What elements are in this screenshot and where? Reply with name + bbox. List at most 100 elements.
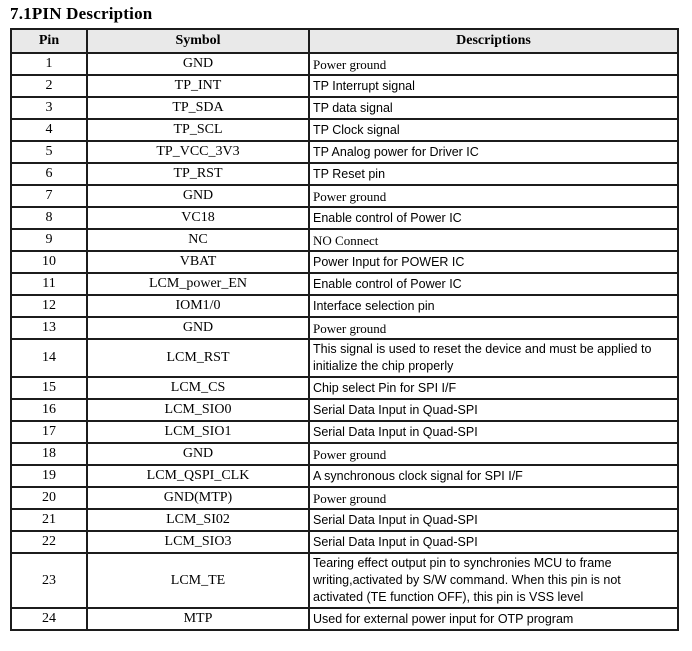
description-cell: Tearing effect output pin to synchronies…	[308, 552, 679, 609]
pin-cell: 22	[10, 530, 88, 554]
symbol-cell: GND(MTP)	[86, 486, 310, 510]
description-cell: Power Input for POWER IC	[308, 250, 679, 274]
description-cell: A synchronous clock signal for SPI I/F	[308, 464, 679, 488]
table-row: 9 NC NO Connect	[10, 228, 679, 252]
pin-cell: 9	[10, 228, 88, 252]
description-cell: Serial Data Input in Quad-SPI	[308, 420, 679, 444]
symbol-cell: LCM_power_EN	[86, 272, 310, 296]
symbol-cell: TP_RST	[86, 162, 310, 186]
symbol-cell: IOM1/0	[86, 294, 310, 318]
pin-cell: 8	[10, 206, 88, 230]
pin-table-body: 1 GND Power ground 2 TP_INT TP Interrupt sign…	[10, 52, 679, 631]
symbol-cell: TP_VCC_3V3	[86, 140, 310, 164]
table-row: 21 LCM_SI02 Serial Data Input in Quad-SPI	[10, 508, 679, 532]
symbol-cell: GND	[86, 52, 310, 76]
symbol-cell: LCM_QSPI_CLK	[86, 464, 310, 488]
table-row: 4 TP_SCL TP Clock signal	[10, 118, 679, 142]
symbol-cell: GND	[86, 316, 310, 340]
header-symbol: Symbol	[86, 28, 310, 54]
symbol-cell: TP_INT	[86, 74, 310, 98]
table-row: 6 TP_RST TP Reset pin	[10, 162, 679, 186]
pin-cell: 11	[10, 272, 88, 296]
symbol-cell: LCM_CS	[86, 376, 310, 400]
description-cell: This signal is used to reset the device …	[308, 338, 679, 378]
description-cell: Chip select Pin for SPI I/F	[308, 376, 679, 400]
symbol-cell: MTP	[86, 607, 310, 631]
table-row: 24 MTP Used for external power input for O…	[10, 607, 679, 631]
description-cell: Serial Data Input in Quad-SPI	[308, 398, 679, 422]
symbol-cell: LCM_SIO3	[86, 530, 310, 554]
table-row: 10 VBAT Power Input for POWER IC	[10, 250, 679, 274]
pin-cell: 20	[10, 486, 88, 510]
symbol-cell: LCM_TE	[86, 552, 310, 609]
description-cell: Serial Data Input in Quad-SPI	[308, 530, 679, 554]
pin-cell: 1	[10, 52, 88, 76]
description-cell: Interface selection pin	[308, 294, 679, 318]
pin-cell: 10	[10, 250, 88, 274]
description-cell: TP Reset pin	[308, 162, 679, 186]
symbol-cell: LCM_SIO0	[86, 398, 310, 422]
pin-cell: 13	[10, 316, 88, 340]
table-row: 23 LCM_TE Tearing effect output pin to syn…	[10, 552, 679, 609]
symbol-cell: LCM_RST	[86, 338, 310, 378]
symbol-cell: VBAT	[86, 250, 310, 274]
symbol-cell: LCM_SIO1	[86, 420, 310, 444]
symbol-cell: NC	[86, 228, 310, 252]
pin-cell: 23	[10, 552, 88, 609]
description-cell: Enable control of Power IC	[308, 206, 679, 230]
symbol-cell: TP_SCL	[86, 118, 310, 142]
symbol-cell: VC18	[86, 206, 310, 230]
pin-cell: 16	[10, 398, 88, 422]
pin-description-table: Pin Symbol Descriptions 1 GND Power ground…	[10, 28, 679, 631]
description-cell: NO Connect	[308, 228, 679, 252]
document-page: 7.1PIN Description Pin Symbol Descriptio…	[10, 4, 679, 631]
pin-cell: 19	[10, 464, 88, 488]
description-cell: TP Interrupt signal	[308, 74, 679, 98]
table-row: 15 LCM_CS Chip select Pin for SPI I/F	[10, 376, 679, 400]
pin-cell: 18	[10, 442, 88, 466]
table-row: 11 LCM_power_EN Enable control of Power IC	[10, 272, 679, 296]
description-cell: Power ground	[308, 316, 679, 340]
symbol-cell: GND	[86, 184, 310, 208]
table-row: 8 VC18 Enable control of Power IC	[10, 206, 679, 230]
symbol-cell: TP_SDA	[86, 96, 310, 120]
description-cell: TP data signal	[308, 96, 679, 120]
pin-cell: 12	[10, 294, 88, 318]
pin-cell: 3	[10, 96, 88, 120]
table-row: 14 LCM_RST This signal is used to reset th…	[10, 338, 679, 378]
description-cell: TP Analog power for Driver IC	[308, 140, 679, 164]
table-row: 12 IOM1/0 Interface selection pin	[10, 294, 679, 318]
table-row: 17 LCM_SIO1 Serial Data Input in Quad-SPI	[10, 420, 679, 444]
pin-cell: 6	[10, 162, 88, 186]
pin-cell: 17	[10, 420, 88, 444]
pin-cell: 2	[10, 74, 88, 98]
table-row: 3 TP_SDA TP data signal	[10, 96, 679, 120]
header-row: Pin Symbol Descriptions	[10, 28, 679, 54]
pin-cell: 7	[10, 184, 88, 208]
description-cell: Power ground	[308, 52, 679, 76]
pin-cell: 5	[10, 140, 88, 164]
description-cell: Serial Data Input in Quad-SPI	[308, 508, 679, 532]
symbol-cell: LCM_SI02	[86, 508, 310, 532]
table-row: 18 GND Power ground	[10, 442, 679, 466]
description-cell: Power ground	[308, 442, 679, 466]
table-row: 20 GND(MTP) Power ground	[10, 486, 679, 510]
header-pin: Pin	[10, 28, 88, 54]
header-descriptions: Descriptions	[308, 28, 679, 54]
symbol-cell: GND	[86, 442, 310, 466]
section-title: 7.1PIN Description	[10, 4, 153, 23]
description-cell: Used for external power input for OTP pr…	[308, 607, 679, 631]
pin-cell: 4	[10, 118, 88, 142]
description-cell: Power ground	[308, 486, 679, 510]
pin-cell: 14	[10, 338, 88, 378]
table-row: 2 TP_INT TP Interrupt signal	[10, 74, 679, 98]
description-cell: TP Clock signal	[308, 118, 679, 142]
table-row: 13 GND Power ground	[10, 316, 679, 340]
table-row: 16 LCM_SIO0 Serial Data Input in Quad-SPI	[10, 398, 679, 422]
description-cell: Power ground	[308, 184, 679, 208]
pin-cell: 21	[10, 508, 88, 532]
pin-cell: 15	[10, 376, 88, 400]
table-row: 19 LCM_QSPI_CLK A synchronous clock signal…	[10, 464, 679, 488]
description-cell: Enable control of Power IC	[308, 272, 679, 296]
table-row: 5 TP_VCC_3V3 TP Analog power for Driver IC	[10, 140, 679, 164]
